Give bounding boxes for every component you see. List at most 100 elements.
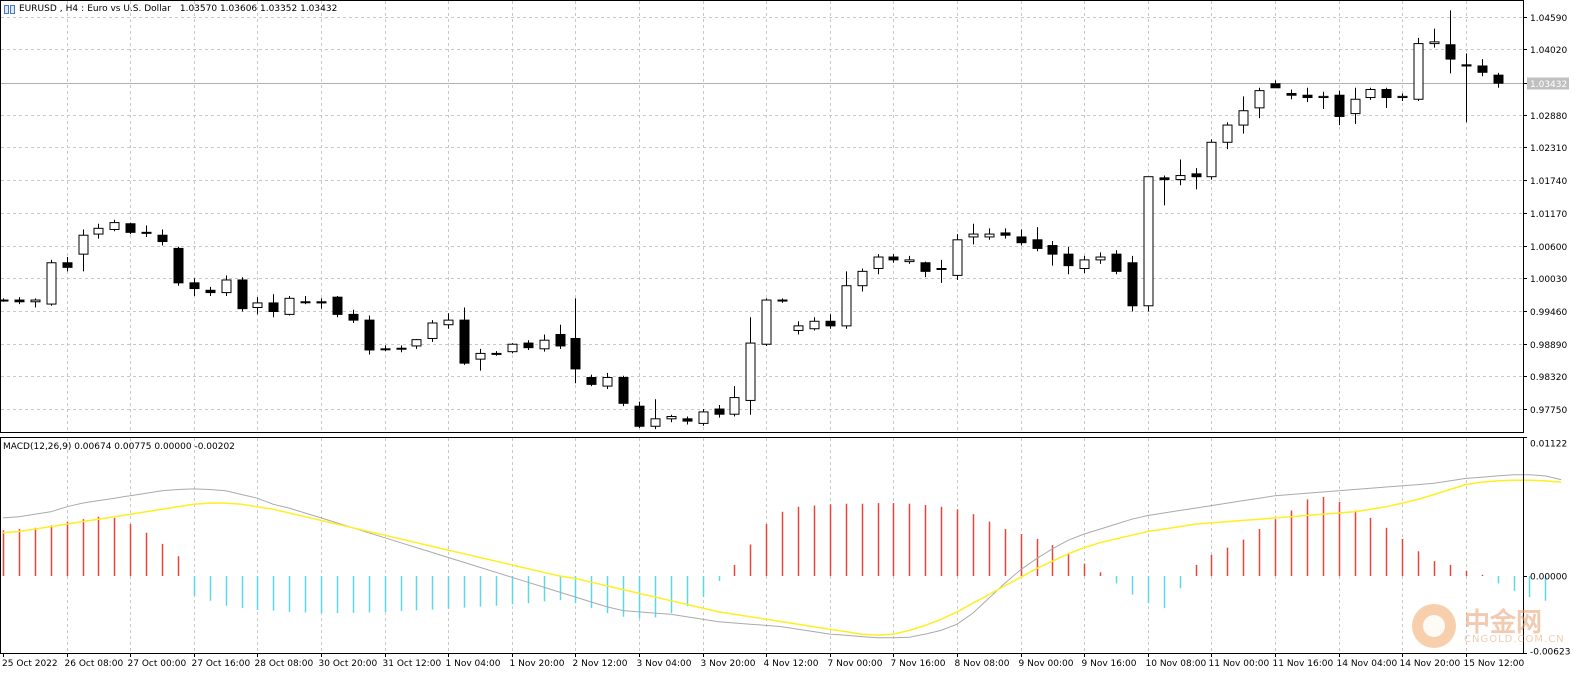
candle-body-bull <box>841 285 852 327</box>
candle <box>920 261 931 278</box>
candle <box>1461 53 1472 123</box>
candle-body-bull <box>78 234 89 255</box>
candle-body-bear <box>237 279 248 310</box>
candle-body-bull <box>1318 95 1329 99</box>
grid <box>1 1 1523 653</box>
candle-body-bull <box>252 302 263 309</box>
candle-body-bear <box>714 408 725 415</box>
watermark-domain: CNGOLD.COM.CN <box>1464 634 1565 645</box>
candle <box>634 401 645 428</box>
candle-body-bear <box>682 418 693 422</box>
candle-body-bear <box>14 299 25 303</box>
candle <box>873 254 884 275</box>
candle <box>443 313 454 329</box>
candle <box>1445 10 1456 74</box>
macd-header: MACD(12,26,9) 0.00674 0.00775 0.00000 -0… <box>3 442 235 452</box>
chart-window-icon <box>4 4 15 14</box>
candle-body-bear <box>1127 262 1138 307</box>
candle <box>14 297 25 305</box>
candle <box>1334 90 1345 126</box>
time-tick-label: 31 Oct 12:00 <box>383 659 442 669</box>
candle <box>984 228 995 240</box>
candle <box>221 275 232 297</box>
candle-body-bear <box>1016 236 1027 244</box>
candle-body-bull <box>745 342 756 401</box>
candle-body-bull <box>46 262 57 305</box>
macd-histogram <box>2 496 1547 619</box>
time-tick-label: 14 Nov 04:00 <box>1337 659 1398 669</box>
chart-header: EURUSD, H4: Euro vs U.S. Dollar 1.03570 … <box>4 4 337 14</box>
candle <box>141 225 152 237</box>
candle <box>682 416 693 425</box>
time-tick-label: 9 Nov 16:00 <box>1082 659 1137 669</box>
candle <box>332 296 343 318</box>
time-tick-label: 3 Nov 04:00 <box>637 659 692 669</box>
candle <box>491 351 502 356</box>
candle <box>173 246 184 286</box>
price-tick-label: 1.04590 <box>1530 14 1567 24</box>
candle-body-bull <box>1079 259 1090 269</box>
candle-body-bull <box>952 239 963 276</box>
candle-body-bull <box>427 322 438 339</box>
candle <box>1016 229 1027 246</box>
candle <box>1429 28 1440 48</box>
candle <box>555 324 566 349</box>
candle <box>841 271 852 329</box>
macd-pane-frame <box>0 437 1524 654</box>
candle <box>1493 72 1504 88</box>
price-axis-labels: 1.04590 1.04020 1.03432 1.02880 1.02310 1.017… <box>1527 14 1569 416</box>
candle-body-bear <box>205 289 216 294</box>
candle-body-bear <box>189 282 200 290</box>
candle <box>205 286 216 297</box>
candle <box>459 307 470 365</box>
candle-body-bear <box>157 234 168 243</box>
candle <box>698 409 709 426</box>
time-tick-label: 3 Nov 20:00 <box>701 659 756 669</box>
candle <box>1143 176 1154 312</box>
candle <box>411 339 422 349</box>
candle-body-bull <box>698 411 709 424</box>
candle <box>729 386 740 417</box>
time-tick-label: 7 Nov 16:00 <box>891 659 946 669</box>
candle-body-bull <box>1238 110 1249 126</box>
candle <box>78 229 89 272</box>
candle <box>1127 255 1138 312</box>
candle-body-bear <box>1000 232 1011 236</box>
candle-body-bear <box>777 299 788 302</box>
candle-body-bull <box>984 233 995 238</box>
time-tick-label: 25 Oct 2022 <box>2 659 58 669</box>
time-tick-label: 27 Oct 00:00 <box>128 659 187 669</box>
candle-body-bear <box>586 376 597 385</box>
candle <box>968 223 979 245</box>
candle <box>570 298 581 384</box>
time-tick-label: 1 Nov 04:00 <box>446 659 501 669</box>
price-tick-label: 0.99460 <box>1530 308 1567 318</box>
candle <box>316 298 327 309</box>
candle-body-bull <box>1222 124 1233 143</box>
price-tick-label: 1.01170 <box>1530 210 1567 220</box>
candle-body-bull <box>30 299 41 303</box>
candle-body-bull <box>475 352 486 360</box>
price-tick-label: 1.02310 <box>1530 144 1567 154</box>
candle-body-bull <box>602 376 613 387</box>
time-tick-label: 14 Nov 20:00 <box>1400 659 1461 669</box>
candle <box>475 348 486 371</box>
candle-body-bull <box>936 267 947 270</box>
candle-body-bull <box>1095 256 1106 261</box>
candle-body-bull <box>1206 141 1217 178</box>
candle <box>1413 37 1424 101</box>
candle <box>904 255 915 264</box>
candle-body-bull <box>809 320 820 330</box>
candle <box>237 277 248 312</box>
candle <box>1254 87 1265 119</box>
candle-body-bear <box>888 256 899 261</box>
candle-body-bear <box>1032 239 1043 249</box>
price-tick-label: 1.00600 <box>1530 243 1567 253</box>
candle-body-bull <box>1365 88 1376 99</box>
candle <box>62 257 73 272</box>
time-tick-label: 30 Oct 20:00 <box>319 659 378 669</box>
candle-body-bull <box>1413 43 1424 100</box>
candle-body-bull <box>411 339 422 347</box>
candle-body-bear <box>268 302 279 313</box>
